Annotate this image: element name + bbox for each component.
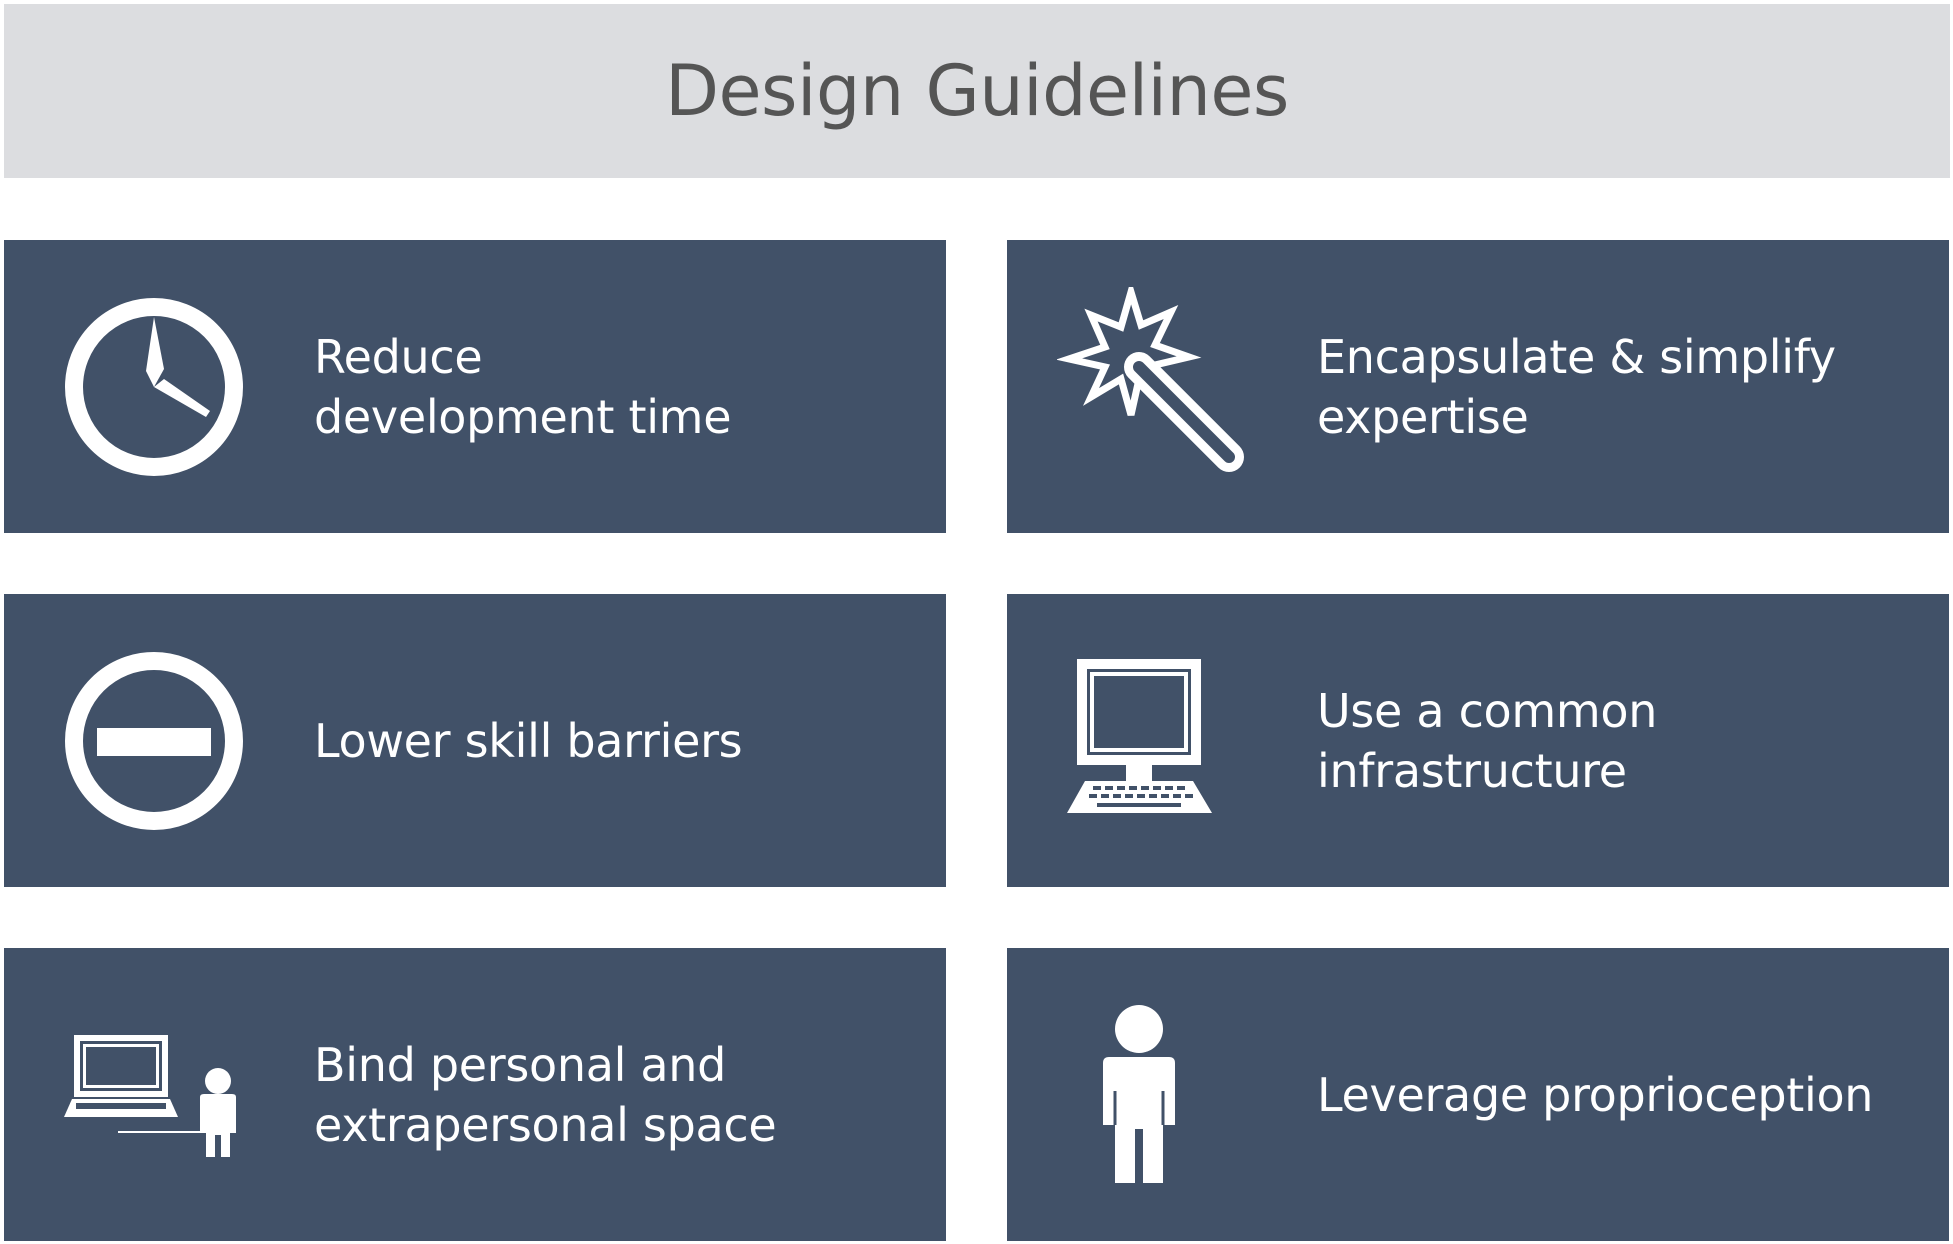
guideline-label: Reduce development time — [314, 329, 732, 444]
guideline-card-leverage-proprioception: Leverage proprioception — [1007, 948, 1949, 1241]
guideline-label: Use a common infrastructure — [1317, 683, 1658, 798]
person-icon — [1057, 995, 1257, 1195]
guideline-label: Encapsulate & simplify expertise — [1317, 329, 1836, 444]
page-title: Design Guidelines — [665, 50, 1289, 132]
guideline-label: Lower skill barriers — [314, 713, 743, 768]
guideline-label: Leverage proprioception — [1317, 1067, 1874, 1122]
guideline-label: Bind personal and extrapersonal space — [314, 1037, 777, 1152]
laptop-person-icon — [54, 995, 254, 1195]
minus-circle-icon — [54, 641, 254, 841]
clock-icon — [54, 287, 254, 487]
magic-wand-icon — [1057, 286, 1257, 487]
header-banner: Design Guidelines — [4, 4, 1950, 178]
guideline-card-common-infrastructure: Use a common infrastructure — [1007, 594, 1949, 887]
guideline-card-bind-personal-space: Bind personal and extrapersonal space — [4, 948, 946, 1241]
guideline-card-lower-skill-barriers: Lower skill barriers — [4, 594, 946, 887]
desktop-computer-icon — [1057, 641, 1257, 841]
guideline-card-encapsulate-expertise: Encapsulate & simplify expertise — [1007, 240, 1949, 533]
guideline-card-reduce-development-time: Reduce development time — [4, 240, 946, 533]
